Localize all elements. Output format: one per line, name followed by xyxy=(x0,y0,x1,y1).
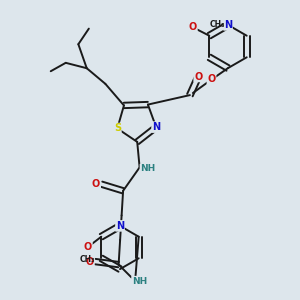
Text: O: O xyxy=(194,71,202,82)
Text: O: O xyxy=(84,242,92,252)
Text: CH₃: CH₃ xyxy=(209,20,225,29)
Text: O: O xyxy=(92,179,100,189)
Text: CH₃: CH₃ xyxy=(80,255,95,264)
Text: S: S xyxy=(114,124,121,134)
Text: O: O xyxy=(207,74,216,85)
Text: N: N xyxy=(152,122,160,132)
Text: N: N xyxy=(224,20,232,30)
Text: NH: NH xyxy=(132,277,147,286)
Text: N: N xyxy=(116,221,124,231)
Text: O: O xyxy=(86,256,94,267)
Text: O: O xyxy=(189,22,197,32)
Text: NH: NH xyxy=(140,164,156,173)
